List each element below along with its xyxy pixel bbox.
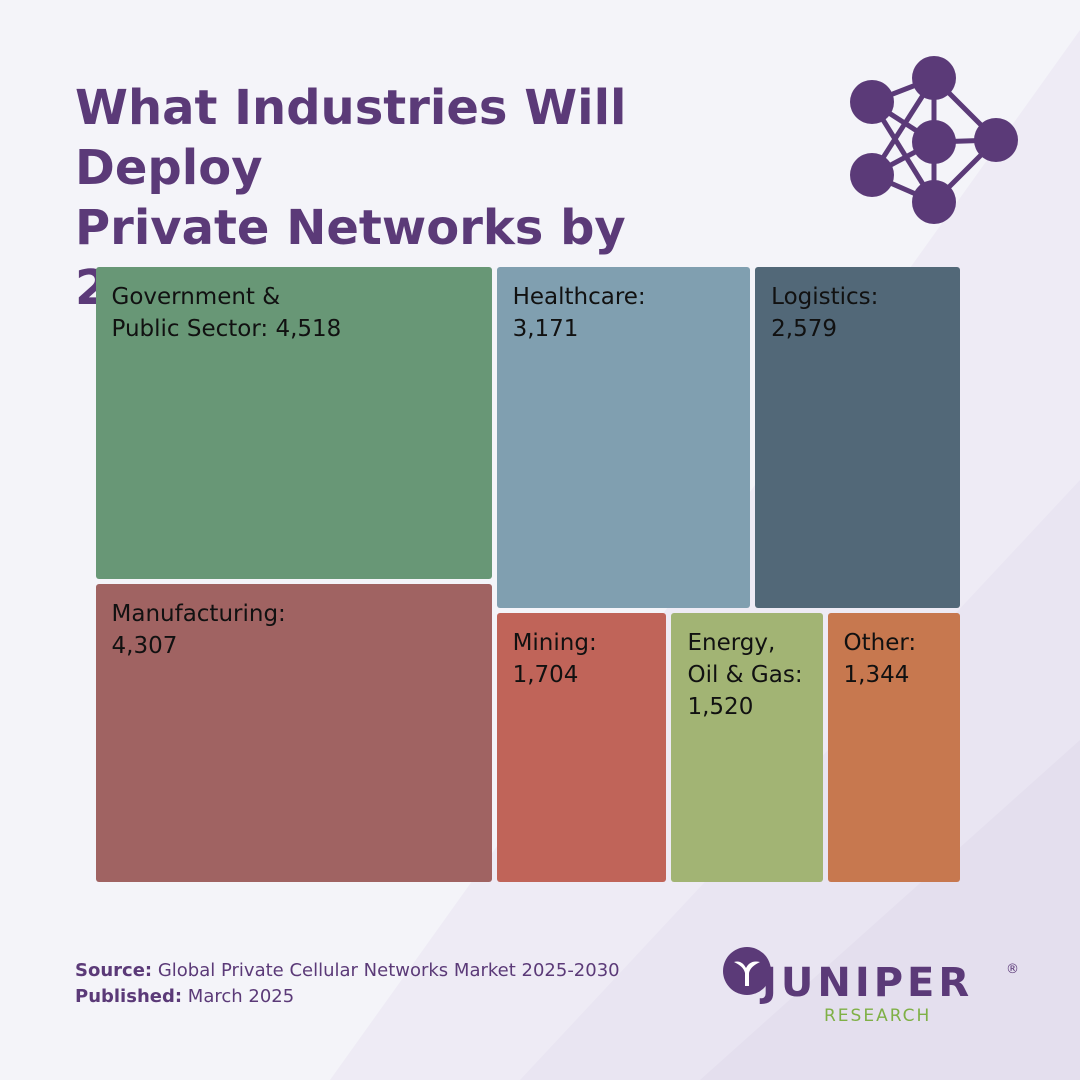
treemap-tile-other: Other: 1,344: [827, 612, 961, 883]
source-label: Source:: [75, 960, 153, 981]
logo-subtitle: RESEARCH: [824, 1006, 932, 1026]
treemap-tile-label: Other: 1,344: [843, 629, 917, 688]
treemap-tile-label: Healthcare: 3,171: [512, 283, 646, 342]
treemap-tile-energy-oil-gas: Energy, Oil & Gas: 1,520: [671, 612, 823, 883]
treemap-tile-label: Government & Public Sector: 4,518: [111, 283, 342, 342]
treemap-tile-label: Energy, Oil & Gas: 1,520: [687, 629, 803, 720]
treemap-tile-government-public-sector: Government & Public Sector: 4,518: [95, 266, 492, 580]
footer: Source: Global Private Cellular Networks…: [75, 958, 620, 1010]
source-line: Source: Global Private Cellular Networks…: [75, 958, 620, 984]
treemap-tile-mining: Mining: 1,704: [496, 612, 667, 883]
treemap-tile-healthcare: Healthcare: 3,171: [496, 266, 751, 608]
published-text: March 2025: [182, 986, 295, 1007]
juniper-research-logo: JUNIPER ® RESEARCH: [722, 946, 1022, 1031]
network-nodes-icon: [850, 56, 1018, 224]
published-line: Published: March 2025: [75, 984, 620, 1010]
treemap-tile-logistics: Logistics: 2,579: [755, 266, 961, 608]
treemap-tile-manufacturing: Manufacturing: 4,307: [95, 584, 492, 883]
logo-registered-mark: ®: [1006, 962, 1019, 977]
treemap-tile-label: Mining: 1,704: [512, 629, 597, 688]
source-text: Global Private Cellular Networks Market …: [152, 960, 620, 981]
treemap-tile-label: Logistics: 2,579: [771, 283, 879, 342]
logo-name: JUNIPER: [762, 960, 974, 1006]
title-line-1: What Industries Will Deploy: [75, 80, 627, 196]
treemap-tile-label: Manufacturing: 4,307: [111, 601, 286, 660]
published-label: Published:: [75, 986, 183, 1007]
juniper-logo-icon: [723, 947, 771, 995]
